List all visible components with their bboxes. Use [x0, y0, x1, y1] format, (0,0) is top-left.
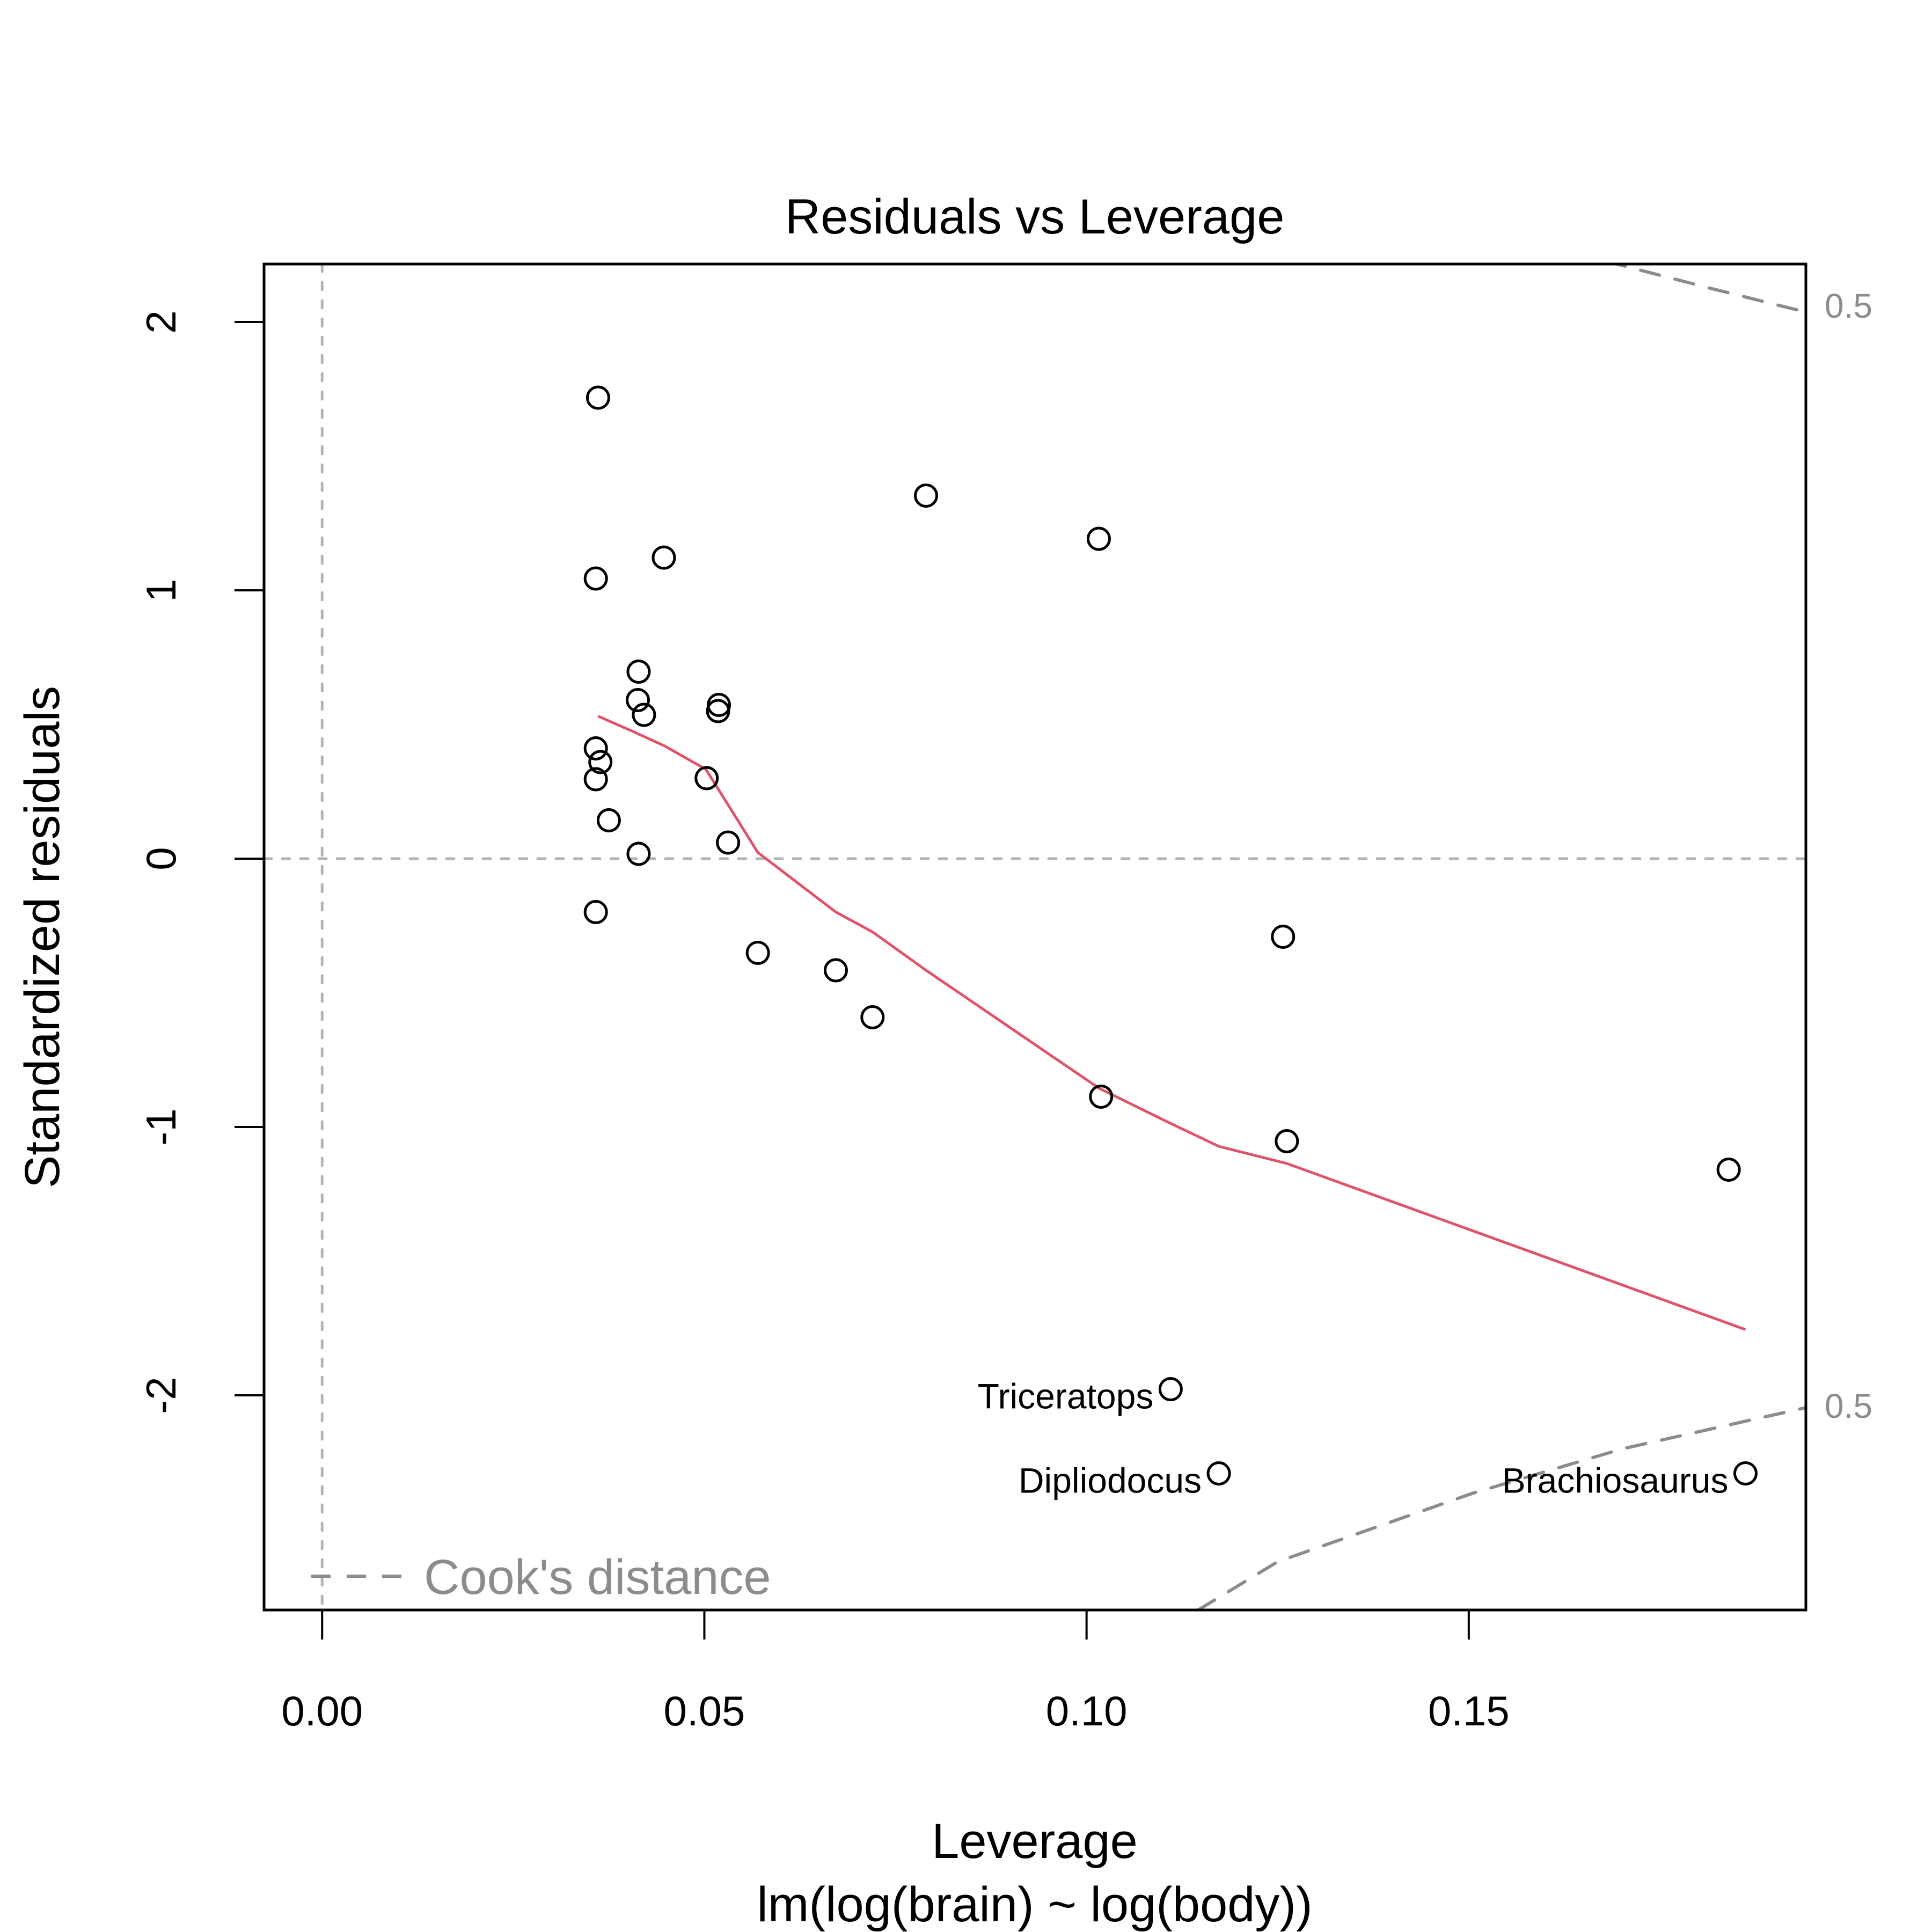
data-point [583, 736, 608, 760]
data-point [626, 688, 650, 712]
y-axis-label: Standardized residuals [15, 686, 70, 1188]
data-point [1158, 1377, 1183, 1401]
cooks-distance-lower-curve [1196, 1406, 1806, 1610]
data-point [626, 841, 651, 866]
x-axis-label: Leverage [932, 1814, 1138, 1869]
data-point [583, 900, 608, 924]
cooks-distance-curves [1196, 264, 1806, 1610]
y-tick-label: -1 [137, 1108, 185, 1145]
point-label: Triceratops [978, 1377, 1154, 1416]
data-point [860, 1005, 885, 1029]
data-point [745, 941, 770, 965]
x-axis-sublabel: lm(log(brain) ~ log(body)) [757, 1877, 1312, 1932]
data-point [1089, 1085, 1114, 1109]
cooks-distance-lower-label: 0.5 [1825, 1387, 1872, 1425]
legend-label: Cook's distance [424, 1550, 771, 1605]
y-tick-label: 0 [137, 847, 185, 870]
data-point [1086, 526, 1111, 551]
data-point [914, 484, 939, 508]
data-point [652, 545, 676, 570]
data-point [632, 702, 656, 727]
y-tick-label: 2 [137, 310, 185, 333]
plot-frame [262, 262, 1807, 1612]
data-point [823, 958, 848, 983]
smooth-line-group [597, 715, 1746, 1331]
x-tick-label: 0.00 [281, 1687, 363, 1735]
data-point [716, 830, 741, 855]
reference-lines [264, 264, 1806, 1610]
data-point [583, 566, 608, 591]
legend: Cook's distance [311, 1550, 771, 1605]
x-tick-label: 0.10 [1046, 1687, 1128, 1735]
x-tick-label: 0.05 [664, 1687, 745, 1735]
data-point [583, 767, 608, 792]
data-point [596, 808, 621, 832]
y-tick-label: 1 [137, 579, 185, 602]
data-point [1275, 1129, 1299, 1153]
cooks-distance-upper-curve [1610, 264, 1806, 314]
point-labels-group: Triceratops Dipliodocus Brachiosaurus [978, 1377, 1729, 1501]
data-point [1733, 1461, 1758, 1485]
point-label: Dipliodocus [1019, 1461, 1202, 1501]
y-axis: 2 1 0 -1 -2 [137, 310, 264, 1414]
data-point [626, 660, 651, 684]
data-point [706, 699, 730, 723]
data-point [1271, 925, 1296, 949]
x-axis: 0.00 0.05 0.10 0.15 [281, 1610, 1510, 1735]
data-point [694, 766, 719, 791]
data-point [588, 750, 613, 774]
cooks-distance-labels: 0.5 0.5 [1825, 287, 1872, 1425]
cooks-distance-upper-label: 0.5 [1825, 287, 1872, 325]
points-group [583, 385, 1758, 1485]
smooth-trend-line [597, 715, 1746, 1331]
y-tick-label: -2 [137, 1377, 185, 1414]
chart-title: Residuals vs Leverage [785, 189, 1285, 244]
data-point [1206, 1461, 1231, 1485]
data-point [586, 385, 610, 410]
point-label: Brachiosaurus [1502, 1461, 1729, 1501]
x-tick-label: 0.15 [1428, 1687, 1510, 1735]
data-point [1716, 1158, 1741, 1182]
